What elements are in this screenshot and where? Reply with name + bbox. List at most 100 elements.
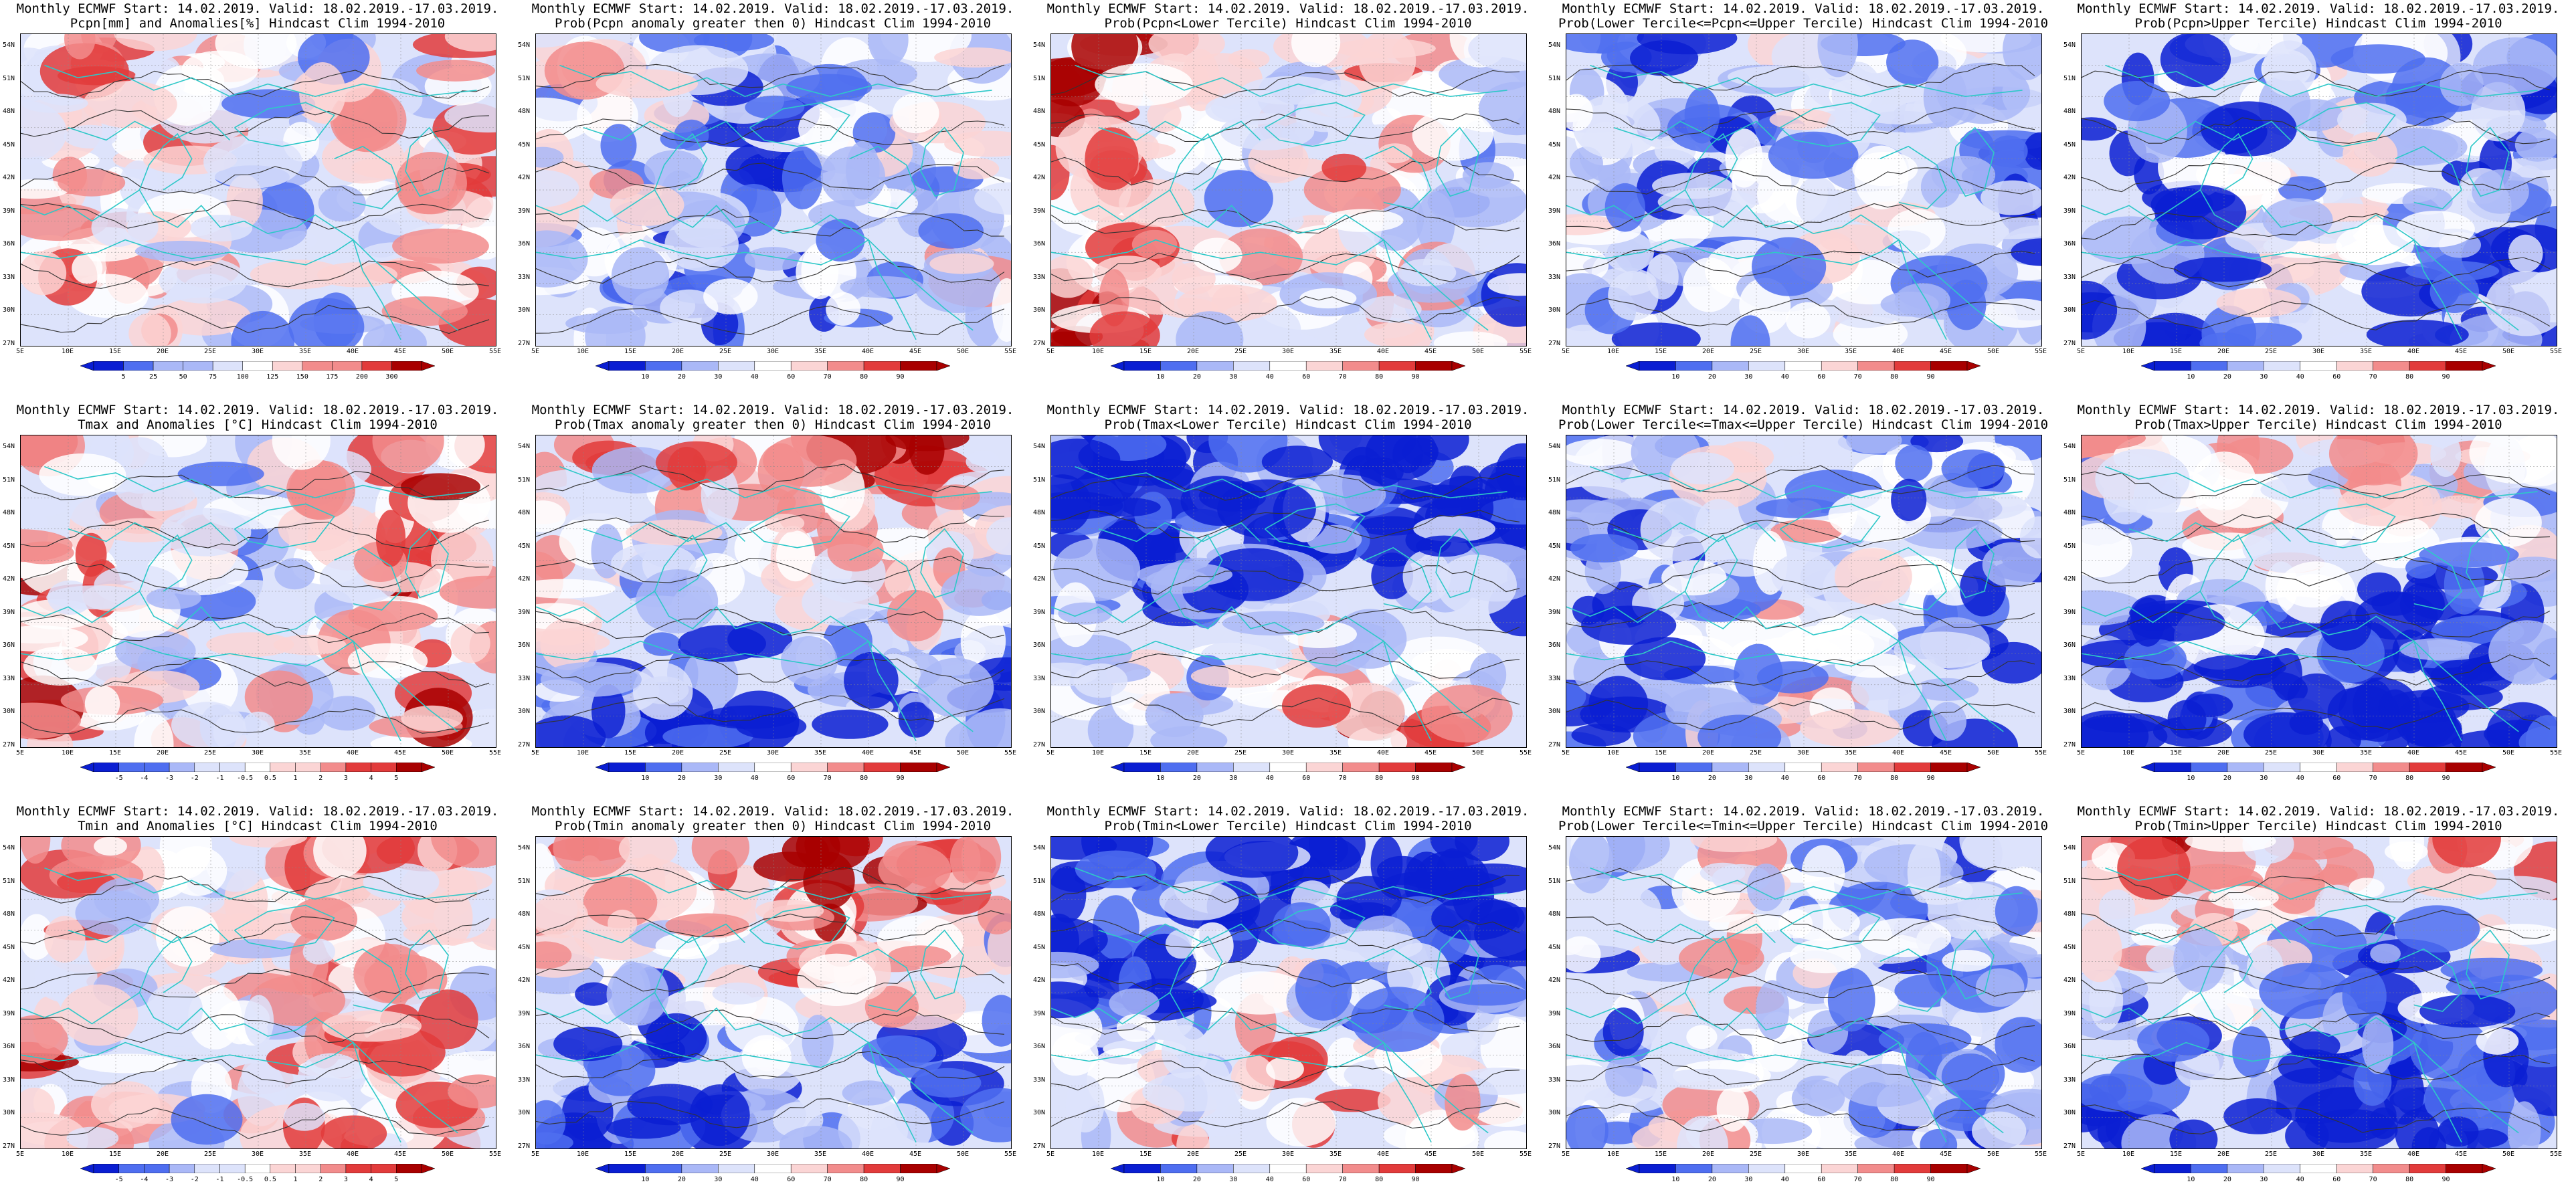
lon-label: 5E (531, 749, 540, 757)
lon-label: 50E (1471, 749, 1485, 757)
lon-label: 15E (108, 348, 122, 355)
panel-subtitle: Prob(Lower Tercile<=Tmin<=Upper Tercile)… (1558, 819, 2049, 833)
lat-label: 48N (1548, 108, 1561, 116)
colorbar-tick-label: 20 (2223, 775, 2231, 782)
panel-subtitle: Pcpn[mm] and Anomalies[%] Hindcast Clim … (70, 16, 446, 31)
lon-label: 50E (441, 348, 454, 355)
lon-label: 55E (488, 749, 502, 757)
lat-label: 42N (2063, 575, 2076, 583)
lon-label: 20E (1701, 749, 1715, 757)
map-panel-tmin-5: Monthly ECMWF Start: 14.02.2019. Valid: … (2061, 803, 2576, 1204)
lat-label: 27N (3, 340, 15, 347)
lat-label: 42N (2063, 174, 2076, 182)
lon-label: 5E (531, 348, 540, 355)
colorbar-tick-label: 70 (1338, 1176, 1347, 1183)
lon-label: 10E (576, 749, 589, 757)
lat-label: 54N (1033, 443, 1046, 450)
panel-subtitle: Prob(Tmax>Upper Tercile) Hindcast Clim 1… (2134, 417, 2502, 432)
panel-header: Monthly ECMWF Start: 14.02.2019. Valid: … (531, 804, 1014, 819)
map-panel-tmax-3: Monthly ECMWF Start: 14.02.2019. Valid: … (1030, 401, 1546, 803)
map-field (1566, 435, 2041, 747)
lon-label: 30E (1281, 348, 1295, 355)
lat-label: 48N (518, 910, 531, 918)
lon-label: 25E (203, 749, 217, 757)
lon-label: 10E (1091, 749, 1105, 757)
lat-label: 48N (1548, 509, 1561, 517)
lat-label: 51N (3, 476, 15, 484)
lat-label: 36N (518, 240, 531, 248)
lon-label: 20E (671, 749, 684, 757)
panel-header: Monthly ECMWF Start: 14.02.2019. Valid: … (16, 804, 499, 819)
lon-label: 20E (156, 348, 169, 355)
lon-label: 50E (956, 348, 970, 355)
lat-label: 39N (3, 608, 15, 616)
colorbar-tick-label: 10 (1671, 775, 1680, 782)
lat-label: 27N (2063, 741, 2076, 748)
colorbar-tick-label: 60 (2332, 775, 2341, 782)
lon-label: 15E (2169, 348, 2183, 355)
lon-label: 20E (1186, 1150, 1200, 1158)
lon-label: 55E (1004, 749, 1017, 757)
colorbar-tick-label: 30 (1744, 775, 1753, 782)
lat-label: 27N (2063, 340, 2076, 347)
lat-label: 27N (3, 741, 15, 748)
lon-label: 5E (1561, 1150, 1570, 1158)
colorbar-tick-label: 50 (179, 373, 187, 381)
lon-label: 55E (2549, 348, 2563, 355)
map-panel-tmax-2: Monthly ECMWF Start: 14.02.2019. Valid: … (515, 401, 1030, 803)
map-panel-tmax-4: Monthly ECMWF Start: 14.02.2019. Valid: … (1546, 401, 2061, 803)
lon-label: 40E (861, 749, 875, 757)
colorbar-tick-label: 30 (1744, 1176, 1753, 1183)
lat-label: 33N (1548, 674, 1561, 682)
map-field (536, 34, 1011, 346)
lon-label: 10E (1606, 348, 1620, 355)
colorbar-tick-label: 40 (1780, 373, 1789, 381)
colorbar-tick-label: 10 (641, 775, 650, 782)
lon-label: 15E (108, 749, 122, 757)
colorbar-tick-label: -5 (114, 775, 123, 782)
lat-label: 36N (2063, 641, 2076, 649)
lon-label: 20E (2217, 1150, 2230, 1158)
lon-label: 35E (298, 1150, 312, 1158)
lon-label: 5E (2076, 348, 2086, 355)
lon-label: 20E (2217, 749, 2230, 757)
lon-label: 30E (766, 1150, 779, 1158)
colorbar-tick-label: 0.5 (264, 1176, 276, 1183)
lat-label: 33N (518, 674, 531, 682)
lon-label: 40E (1376, 1150, 1390, 1158)
lon-label: 45E (1424, 348, 1437, 355)
lat-label: 48N (1548, 910, 1561, 918)
colorbar-tick-label: -3 (165, 775, 174, 782)
colorbar-tick-label: 20 (1192, 775, 1201, 782)
lon-label: 55E (2034, 348, 2047, 355)
colorbar-tick-label: 70 (2369, 373, 2377, 381)
lon-label: 35E (298, 749, 312, 757)
lat-label: 42N (518, 575, 531, 583)
lat-label: 51N (518, 74, 531, 82)
colorbar-tick-label: 90 (1411, 1176, 1420, 1183)
lon-label: 55E (1519, 1150, 1532, 1158)
colorbar-tick-label: 80 (1890, 1176, 1899, 1183)
map-field (2082, 435, 2557, 747)
lon-label: 30E (251, 749, 264, 757)
lon-label: 15E (2169, 749, 2183, 757)
lat-label: 33N (2063, 674, 2076, 682)
map-field (1566, 837, 2041, 1148)
colorbar-tick-label: 75 (209, 373, 217, 381)
colorbar-tick-label: 10 (1671, 373, 1680, 381)
lon-label: 40E (1376, 348, 1390, 355)
lon-label: 40E (346, 1150, 359, 1158)
lon-label: 40E (1892, 1150, 1905, 1158)
colorbar-tick-label: 0.5 (264, 775, 276, 782)
lon-label: 25E (1749, 1150, 1762, 1158)
panel-subtitle: Prob(Tmax<Lower Tercile) Hindcast Clim 1… (1104, 417, 1472, 432)
forecast-map (535, 435, 1012, 748)
lat-label: 54N (1548, 844, 1561, 851)
lat-label: 45N (1033, 140, 1046, 148)
lon-label: 45E (1939, 348, 1952, 355)
lon-label: 55E (488, 1150, 502, 1158)
lat-label: 54N (3, 844, 15, 851)
lon-label: 20E (1186, 749, 1200, 757)
panel-header: Monthly ECMWF Start: 14.02.2019. Valid: … (2077, 403, 2560, 417)
